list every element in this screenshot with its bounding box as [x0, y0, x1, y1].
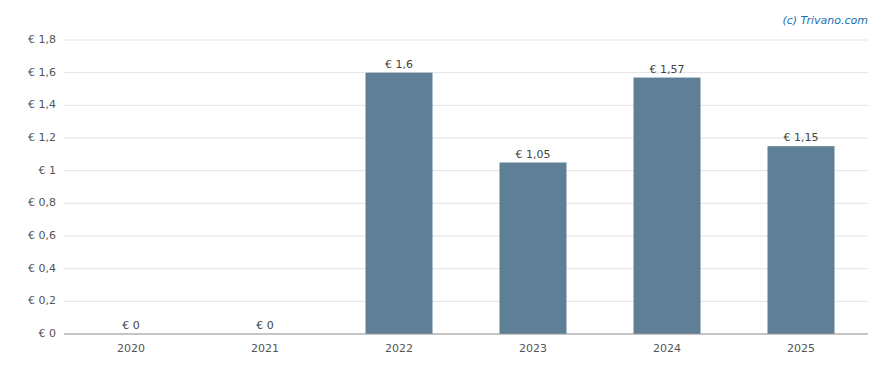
y-tick-label: € 1,2: [28, 131, 56, 144]
grid-line: [64, 170, 868, 171]
data-label: € 1,6: [385, 58, 413, 71]
grid: [64, 40, 868, 334]
bar: [500, 163, 567, 335]
grid-line: [64, 72, 868, 73]
grid-line: [64, 334, 868, 335]
grid-line: [64, 40, 868, 41]
y-tick-label: € 0,6: [28, 229, 56, 242]
x-tick-label: 2020: [117, 342, 145, 355]
y-tick-label: € 1,8: [28, 33, 56, 46]
bars: [366, 73, 835, 334]
x-axis-line: [64, 334, 868, 335]
y-tick-label: € 0,8: [28, 196, 56, 209]
bar: [634, 78, 701, 334]
grid-line: [64, 203, 868, 204]
bar: [366, 73, 433, 334]
x-tick-label: 2022: [385, 342, 413, 355]
y-tick-label: € 1,6: [28, 66, 56, 79]
y-tick-label: € 0: [39, 327, 57, 340]
data-label: € 0: [122, 319, 140, 332]
data-labels: € 0 € 0 € 1,6 € 1,05 € 1,57 € 1,15: [122, 58, 818, 332]
x-tick-label: 2024: [653, 342, 681, 355]
y-tick-label: € 1,4: [28, 98, 56, 111]
grid-line: [64, 138, 868, 139]
grid-line: [64, 268, 868, 269]
chart: € 0 € 0,2 € 0,4 € 0,6 € 0,8 € 1 € 1,2 € 1,4 € 1,…: [0, 0, 888, 370]
grid-line: [64, 105, 868, 106]
data-label: € 1,05: [516, 148, 551, 161]
data-label: € 1,15: [784, 131, 819, 144]
x-tick-label: 2023: [519, 342, 547, 355]
x-axis: 2020 2021 2022 2023 2024 2025: [117, 342, 815, 355]
data-label: € 1,57: [650, 63, 685, 76]
bar: [768, 146, 835, 334]
x-tick-label: 2025: [787, 342, 815, 355]
y-tick-label: € 1: [39, 164, 57, 177]
grid-line: [64, 236, 868, 237]
y-tick-label: € 0,2: [28, 294, 56, 307]
grid-line: [64, 301, 868, 302]
x-tick-label: 2021: [251, 342, 279, 355]
y-axis: € 0 € 0,2 € 0,4 € 0,6 € 0,8 € 1 € 1,2 € 1,4 € 1,…: [28, 33, 56, 340]
watermark: (c) Trivano.com: [782, 14, 868, 27]
y-tick-label: € 0,4: [28, 262, 56, 275]
data-label: € 0: [256, 319, 274, 332]
